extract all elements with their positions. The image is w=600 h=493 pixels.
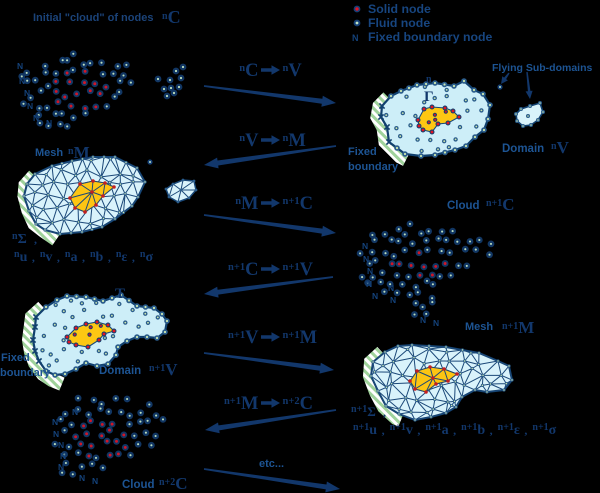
svg-text:N: N	[58, 440, 64, 450]
svg-text:N: N	[24, 88, 30, 98]
svg-text:N: N	[33, 113, 39, 123]
svg-text:Γ: Γ	[424, 89, 434, 105]
svg-text:Fixed: Fixed	[348, 146, 377, 158]
svg-text:Initial "cloud" of nodes: Initial "cloud" of nodes	[33, 12, 153, 24]
svg-text:N: N	[363, 254, 369, 264]
svg-text:Domain: Domain	[99, 365, 141, 377]
svg-text:N: N	[79, 473, 85, 483]
svg-text:N: N	[72, 407, 78, 417]
svg-text:N: N	[58, 462, 64, 472]
svg-text:,: ,	[34, 232, 37, 246]
svg-text:N: N	[366, 279, 372, 289]
svg-text:N: N	[388, 283, 394, 293]
svg-text:Cloud: Cloud	[122, 479, 155, 491]
svg-text:nM: nM	[235, 194, 258, 214]
svg-text:N: N	[19, 76, 25, 86]
svg-text:N: N	[27, 101, 33, 111]
svg-text:Fixed boundary node: Fixed boundary node	[368, 30, 493, 44]
svg-text:N: N	[420, 315, 426, 325]
svg-text:Domain: Domain	[502, 143, 544, 155]
svg-text:N: N	[52, 417, 58, 427]
svg-text:Flying Sub-domains: Flying Sub-domains	[492, 62, 592, 74]
svg-text:Cloud: Cloud	[447, 200, 480, 212]
svg-text:etc...: etc...	[259, 458, 284, 470]
svg-text:Mesh: Mesh	[35, 147, 63, 159]
svg-text:N: N	[53, 429, 59, 439]
svg-text:T: T	[115, 286, 125, 302]
svg-text:N: N	[17, 61, 23, 71]
svg-text:nM: nM	[283, 131, 306, 151]
svg-text:N: N	[362, 241, 368, 251]
svg-text:n: n	[426, 74, 432, 85]
svg-text:N: N	[390, 295, 396, 305]
svg-text:N: N	[92, 476, 98, 486]
svg-text:N: N	[352, 33, 359, 43]
svg-text:nV: nV	[283, 61, 303, 81]
svg-text:N: N	[433, 318, 439, 328]
svg-text:boundary: boundary	[348, 161, 399, 173]
svg-text:n+1u , n+1v , n+1a , n+1b , n+: n+1u , n+1v , n+1a , n+1b , n+1ε , n+1σ	[353, 422, 557, 438]
svg-text:N: N	[46, 118, 52, 128]
svg-text:Fluid node: Fluid node	[368, 16, 430, 30]
svg-text:N: N	[367, 266, 373, 276]
svg-text:nu , nv , na , nb , nε , nσ: nu , nv , na , nb , nε , nσ	[14, 249, 153, 265]
svg-text:nV: nV	[551, 138, 570, 157]
svg-text:N: N	[60, 451, 66, 461]
svg-text:nC: nC	[162, 7, 181, 27]
svg-text:nV: nV	[239, 131, 259, 151]
svg-text:N: N	[372, 291, 378, 301]
svg-text:,: ,	[383, 405, 386, 419]
svg-text:Solid node: Solid node	[368, 2, 431, 16]
svg-text:boundary: boundary	[0, 367, 51, 379]
svg-text:nM: nM	[68, 143, 90, 162]
svg-text:Mesh: Mesh	[465, 321, 493, 333]
svg-text:Fixed: Fixed	[1, 352, 30, 364]
